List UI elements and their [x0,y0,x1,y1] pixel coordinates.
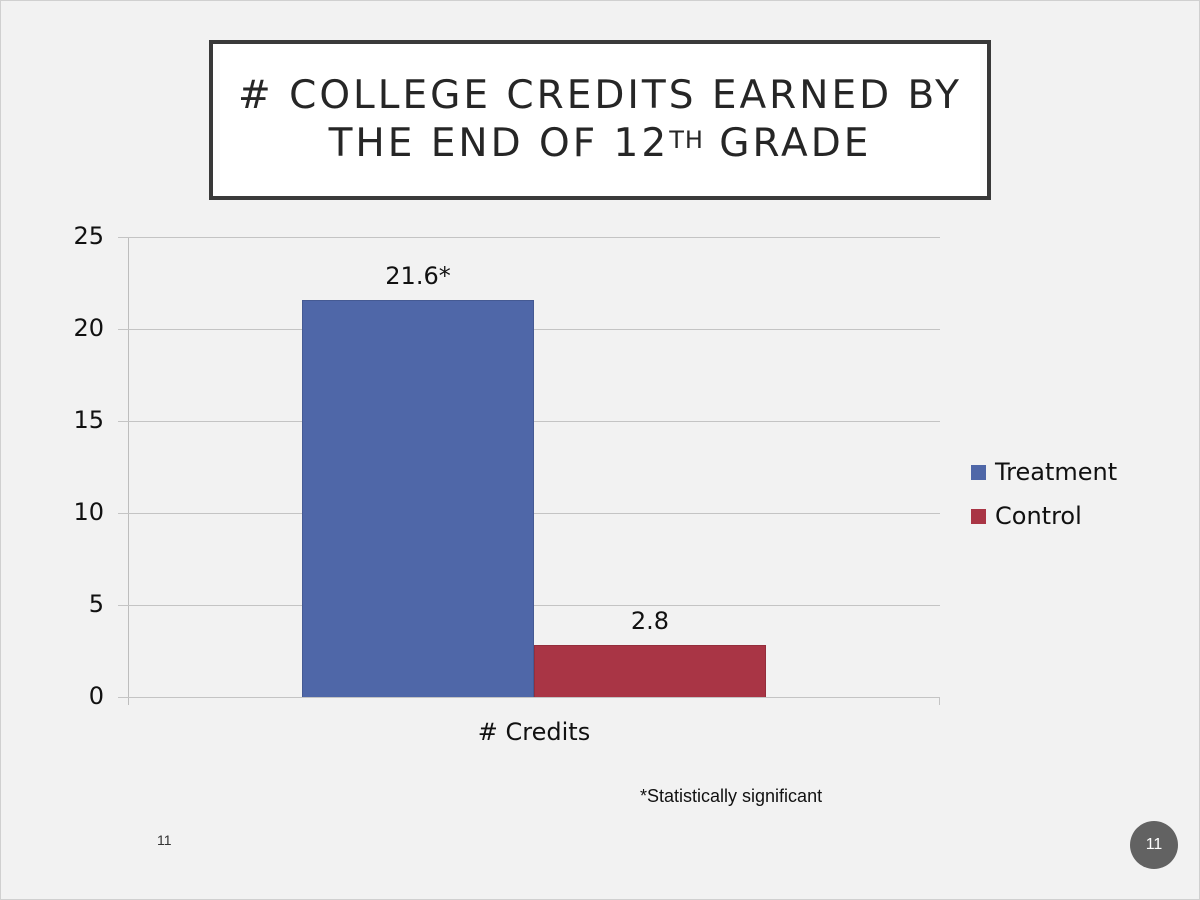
y-tick-label: 20 [73,314,104,342]
legend-item-treatment: Treatment [971,450,1117,494]
footer-slide-number: 11 [157,832,172,848]
x-axis-end-tick [939,697,940,705]
y-tick-label: 10 [73,498,104,526]
legend-label-treatment: Treatment [995,458,1118,486]
slide-title-box: # COLLEGE CREDITS EARNED BY THE END OF 1… [209,40,991,200]
data-label-treatment: 21.6* [385,261,451,290]
legend-item-control: Control [971,494,1117,538]
title-superscript: TH [669,126,704,154]
slide-title-line-1: # COLLEGE CREDITS EARNED BY [238,73,962,118]
legend-swatch-treatment-icon [971,464,986,480]
gridline [118,697,940,698]
footnote: *Statistically significant [640,786,823,806]
y-tick-label: 0 [88,682,104,710]
data-label-control: 2.8 [630,607,670,636]
y-tick-label: 15 [73,406,104,434]
title-text-prefix: THE END OF 12 [328,121,670,166]
page-number-badge: 11 [1130,821,1178,869]
bar-treatment [302,299,534,697]
slide-title-line-2: THE END OF 12TH GRADE [329,120,872,168]
title-text-suffix: GRADE [703,121,872,166]
bar-control [534,645,766,697]
legend-swatch-control-icon [971,508,986,524]
y-tick-label: 5 [88,590,104,618]
x-category-label: # Credits [477,718,591,746]
gridline [118,237,940,238]
legend-label-control: Control [995,502,1082,530]
chart-legend: Treatment Control [971,450,1117,538]
y-axis-line [128,237,129,705]
y-tick-label: 25 [73,222,104,250]
